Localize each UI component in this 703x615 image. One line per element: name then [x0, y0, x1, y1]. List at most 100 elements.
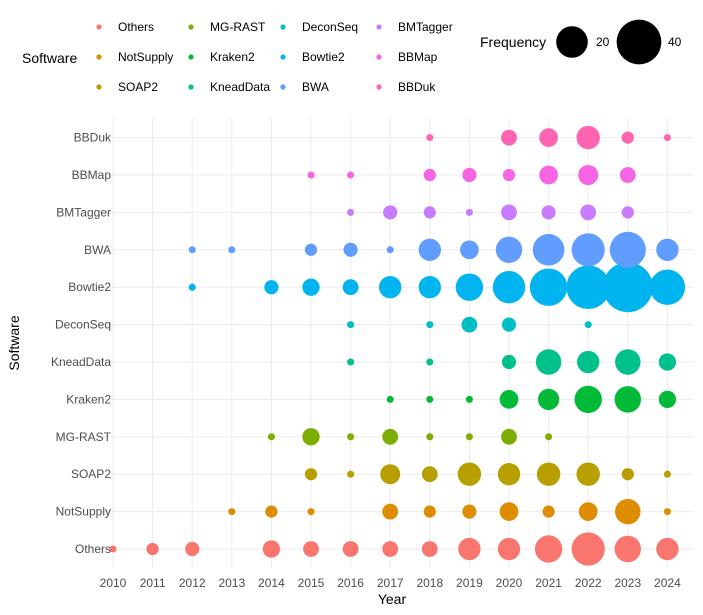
data-point — [426, 433, 434, 441]
data-point — [303, 541, 319, 557]
x-tick-label: 2024 — [654, 576, 681, 590]
data-point — [497, 537, 521, 561]
data-point — [621, 206, 634, 219]
data-point — [501, 129, 517, 146]
data-point — [656, 238, 679, 261]
x-tick-label: 2014 — [258, 576, 285, 590]
legend-label: BMTagger — [398, 20, 453, 34]
legend-label: BBDuk — [398, 80, 436, 94]
x-tick-label: 2015 — [298, 576, 325, 590]
legend-label: SOAP2 — [118, 80, 158, 94]
data-point — [649, 269, 686, 305]
data-point — [426, 321, 434, 329]
y-axis-title: Software — [6, 315, 22, 370]
data-point — [386, 395, 394, 403]
data-point — [501, 204, 517, 221]
x-tick-label: 2017 — [377, 576, 404, 590]
data-point — [347, 321, 355, 329]
data-point — [304, 468, 318, 481]
data-point — [347, 470, 355, 478]
data-point — [621, 468, 634, 481]
data-point — [382, 503, 399, 520]
data-point — [499, 502, 519, 521]
data-point — [497, 463, 521, 486]
x-tick-label: 2020 — [496, 576, 523, 590]
data-point — [382, 541, 399, 557]
data-point — [609, 231, 646, 268]
data-point — [462, 167, 477, 183]
data-point — [537, 388, 560, 411]
data-point — [542, 505, 555, 518]
data-point — [539, 128, 558, 147]
data-point — [302, 428, 320, 446]
data-point — [578, 502, 598, 521]
data-point — [534, 535, 563, 563]
legend-swatch — [188, 84, 194, 90]
data-point — [228, 508, 236, 516]
data-point — [382, 428, 399, 445]
data-point — [109, 545, 117, 553]
data-point — [656, 537, 679, 561]
data-point — [342, 541, 359, 557]
size-legend: Frequency 20 40 — [480, 19, 682, 65]
data-point — [501, 428, 517, 445]
data-point — [146, 542, 159, 556]
x-tick-label: 2019 — [456, 576, 483, 590]
x-tick-label: 2022 — [575, 576, 602, 590]
y-tick-label: MG-RAST — [56, 430, 112, 444]
data-point — [571, 532, 605, 566]
data-point — [539, 165, 558, 185]
data-point — [499, 390, 519, 409]
data-point — [423, 206, 436, 219]
data-point — [578, 165, 599, 185]
data-point — [535, 349, 562, 375]
color-legend: Software Others NotSupply SOAP2 MG-RAST Krak… — [22, 20, 453, 94]
legend-label: MG-RAST — [210, 20, 266, 34]
data-points — [109, 125, 686, 566]
size-legend-label: 40 — [668, 35, 682, 49]
data-point — [423, 505, 436, 518]
x-tick-label: 2012 — [179, 576, 206, 590]
legend-swatch — [188, 24, 194, 30]
data-point — [614, 386, 642, 413]
data-point — [532, 233, 565, 266]
legend-swatch — [280, 54, 286, 60]
data-point — [302, 278, 320, 296]
legend-label: DeconSeq — [302, 20, 358, 34]
data-point — [458, 537, 481, 561]
color-legend-title: Software — [22, 50, 77, 66]
data-point — [571, 233, 605, 267]
data-point — [421, 541, 438, 557]
data-point — [379, 276, 402, 299]
data-point — [663, 134, 671, 142]
size-legend-circle — [556, 26, 588, 58]
grid — [97, 118, 693, 568]
y-tick-label: Kraken2 — [66, 392, 111, 406]
x-tick-label: 2018 — [416, 576, 443, 590]
data-point — [502, 168, 516, 182]
data-point — [265, 505, 278, 518]
data-point — [418, 276, 441, 299]
legend-label: NotSupply — [118, 50, 173, 64]
data-point — [621, 131, 634, 144]
data-point — [228, 246, 236, 254]
y-tick-label: Others — [75, 542, 111, 556]
data-point — [347, 171, 355, 179]
y-tick-label: SOAP2 — [71, 467, 111, 481]
x-tick-label: 2021 — [535, 576, 562, 590]
legend-swatch — [376, 54, 382, 60]
data-point — [602, 262, 653, 313]
x-axis-title: Year — [378, 591, 407, 607]
data-point — [347, 208, 355, 216]
data-point — [347, 358, 355, 366]
legend-swatch — [96, 84, 102, 90]
data-point — [386, 246, 394, 254]
y-tick-label: BBMap — [72, 168, 112, 182]
legend-label: BWA — [302, 80, 329, 94]
data-point — [577, 350, 600, 374]
data-point — [658, 353, 677, 371]
data-point — [188, 283, 196, 291]
color-legend-items: Others NotSupply SOAP2 MG-RAST Kraken2 KneadD… — [96, 20, 453, 94]
legend-swatch — [280, 84, 286, 90]
data-point — [264, 280, 279, 295]
